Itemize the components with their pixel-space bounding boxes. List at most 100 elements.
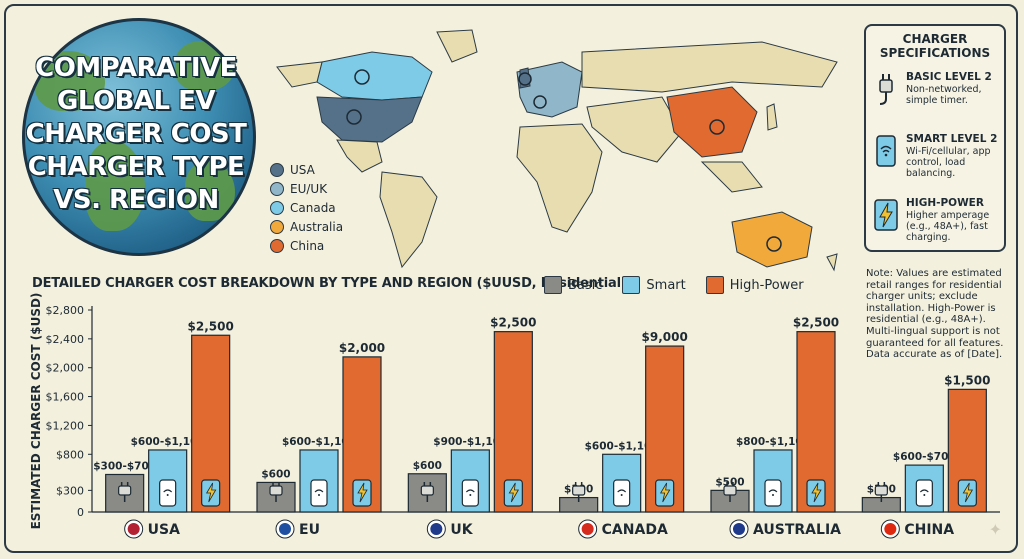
map-russia [581, 41, 838, 93]
legend-label: Smart [646, 277, 686, 293]
legend-label: China [290, 238, 325, 253]
y-tick-label: $1,200 [46, 419, 85, 432]
title-line: CHARGER COST [25, 119, 247, 149]
spec-name: BASIC LEVEL 2 [906, 71, 992, 83]
map-japan [766, 103, 778, 131]
data-label: $2,500 [793, 316, 839, 330]
data-label: $1,500 [944, 373, 990, 387]
title-line: VS. REGION [53, 185, 219, 215]
legend-item-basic: Basic [544, 276, 602, 294]
x-category-label: UK [450, 522, 473, 538]
y-tick-label: $1,600 [46, 391, 85, 404]
china-flag-icon-fill [884, 523, 897, 535]
x-category-label: EU [299, 522, 320, 538]
bar-high-power [191, 334, 231, 513]
map-europe [516, 61, 583, 118]
lightning-icon [806, 479, 826, 507]
lightning-icon [957, 479, 977, 507]
map-new-zealand [826, 253, 838, 272]
page-title: COMPARATIVE GLOBAL EV CHARGER COST CHARG… [20, 52, 252, 217]
data-label: $2,500 [188, 319, 234, 333]
data-label: $600-$1,100 [282, 436, 356, 448]
data-label: $600-$700 [893, 451, 956, 463]
legend-swatch [270, 181, 284, 196]
x-category-label: AUSTRALIA [753, 522, 841, 538]
legend-label: High-Power [729, 277, 804, 293]
data-label: $9,000 [642, 330, 688, 344]
legend-swatch [270, 200, 284, 215]
title-line: CHARGER TYPE [27, 152, 245, 182]
map-africa [516, 123, 603, 233]
y-tick-label: $2,800 [46, 304, 85, 317]
map-southeast-asia [700, 161, 763, 193]
australia-flag-icon-fill [733, 523, 745, 535]
legend-swatch [622, 276, 641, 294]
data-label: $800-$1,100 [736, 436, 810, 448]
data-label: $600 [261, 468, 290, 480]
spec-desc: Higher amperage (e.g., 48A+), fast charg… [906, 210, 990, 243]
map-australia [731, 211, 813, 268]
marker-usa [346, 109, 362, 125]
smartphone-wifi-icon [764, 479, 782, 507]
lightning-icon [503, 479, 523, 507]
map-legend-item: Australia [270, 217, 343, 236]
plug-icon [874, 482, 888, 502]
legend-label: EU/UK [290, 181, 328, 196]
x-category-label: USA [148, 522, 180, 538]
data-label: $600-$1,100 [131, 436, 205, 448]
eu-flag-icon-fill [279, 523, 291, 535]
marker-uk [518, 72, 532, 86]
map-south-america [379, 171, 438, 269]
legend-swatch [705, 276, 724, 294]
spec-name: HIGH-POWER [906, 197, 984, 209]
title-line: COMPARATIVE [35, 53, 237, 83]
legend-label: USA [290, 162, 315, 177]
plug-icon [879, 74, 893, 105]
lightning-icon [655, 479, 675, 507]
plug-icon [723, 482, 737, 502]
chart-title: DETAILED CHARGER COST BREAKDOWN BY TYPE … [32, 276, 627, 291]
lightning-icon [352, 479, 372, 507]
smartphone-wifi-icon [461, 479, 479, 507]
uk-flag-icon-fill [430, 523, 443, 535]
map-usa [316, 96, 423, 143]
bar-legend: Basic Smart High-Power [544, 276, 824, 294]
map-mexico [336, 139, 383, 173]
marker-china [709, 119, 725, 135]
title-line: GLOBAL EV [56, 86, 216, 116]
legend-item-high-power: High-Power [705, 276, 804, 294]
map-greenland [436, 29, 478, 63]
data-label: $2,500 [490, 316, 536, 330]
map-legend-item: USA [270, 160, 343, 179]
canada-flag-icon-fill [581, 523, 594, 535]
y-tick-label: $2,400 [46, 333, 85, 346]
plug-icon [269, 482, 283, 502]
smartphone-wifi-icon [310, 479, 328, 507]
map-middle-east-india [586, 96, 683, 163]
y-axis-label: ESTIMATED CHARGER COST ($USD) [29, 293, 43, 530]
spec-desc: Non-networked, simple timer. [906, 84, 982, 106]
plug-icon [118, 482, 132, 502]
y-tick-label: 0 [77, 506, 84, 519]
us-flag-icon-fill [127, 523, 140, 535]
x-category-label: CANADA [602, 522, 668, 538]
plug-icon [420, 482, 434, 502]
legend-swatch [270, 238, 284, 253]
legend-label: Canada [290, 200, 336, 215]
smartphone-wifi-icon [613, 479, 631, 507]
legend-label: Basic [568, 277, 603, 293]
bar-high-power [342, 356, 382, 513]
specs-heading-line: SPECIFICATIONS [879, 46, 991, 60]
plug-icon [572, 482, 586, 502]
marker-australia [766, 236, 782, 252]
map-legend-item: China [270, 236, 343, 255]
spec-basic: BASIC LEVEL 2 Non-networked, simple timer… [872, 72, 1002, 106]
spec-name: SMART LEVEL 2 [906, 133, 998, 145]
smartphone-wifi-icon [915, 479, 933, 507]
footnote: Note: Values are estimated retail ranges… [866, 268, 1004, 361]
data-label: $900-$1,100 [433, 436, 507, 448]
charger-specifications-panel: CHARGER SPECIFICATIONS BASIC LEVEL 2 Non-n… [864, 24, 1006, 252]
y-tick-label: $2,000 [46, 362, 85, 375]
globe-illustration [22, 18, 256, 256]
